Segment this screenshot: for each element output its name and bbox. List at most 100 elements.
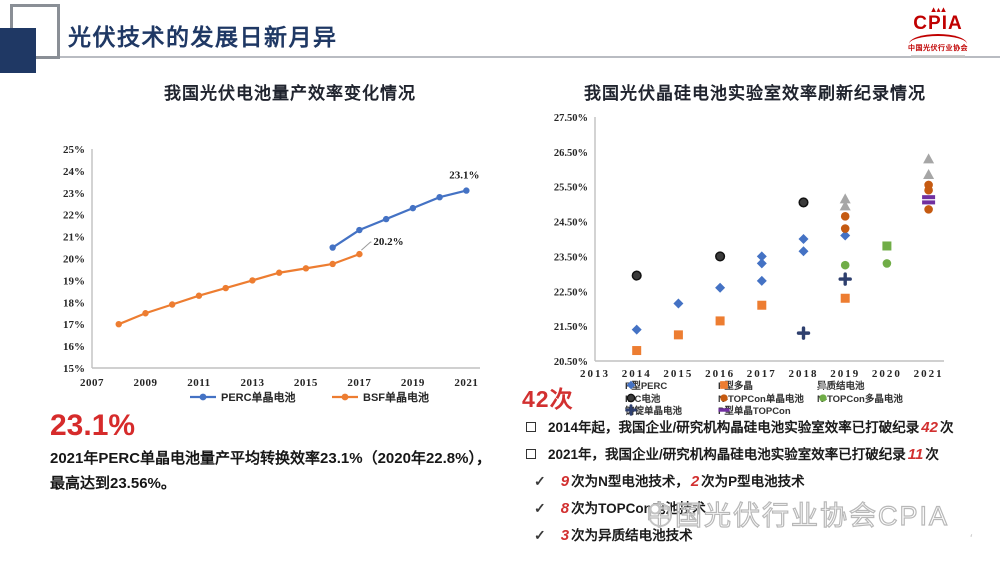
bullet-row: 2014年起，我国企业/研究机构晶硅电池实验室效率已打破纪录 42 次	[524, 418, 992, 437]
check-icon: ✓	[534, 473, 546, 489]
left-stat-highlight: 23.1%	[50, 409, 136, 442]
svg-text:20.2%: 20.2%	[373, 236, 403, 248]
page-title: 光伏技术的发展日新月异	[68, 24, 338, 50]
legend-item: IBC电池	[625, 392, 718, 405]
svg-text:15%: 15%	[63, 363, 85, 375]
bullet-text: 9 次为N型电池技术， 2 次为P型电池技术	[560, 473, 805, 490]
svg-text:2017: 2017	[747, 368, 777, 380]
svg-text:2021: 2021	[914, 368, 944, 380]
bullet-text: 3 次为异质结电池技术	[560, 527, 693, 544]
legend-item: P型PERC	[625, 379, 718, 392]
left-description-line2: 最高达到23.56%。	[50, 475, 176, 492]
svg-text:23%: 23%	[63, 188, 85, 200]
logo-english-line	[911, 55, 965, 58]
svg-text:2019: 2019	[401, 377, 425, 389]
record-count-highlight: 42次	[522, 386, 574, 412]
svg-text:25%: 25%	[63, 144, 85, 156]
svg-text:27.50%: 27.50%	[554, 113, 588, 124]
svg-text:24%: 24%	[63, 166, 85, 178]
logo-subtitle: 中国光伏行业协会	[908, 45, 968, 52]
right-chart-title: 我国光伏晶硅电池实验室效率刷新纪录情况	[584, 84, 926, 103]
legend-label: N-TOPCon单晶电池	[718, 393, 804, 405]
bullet-text: 2021年，我国企业/研究机构晶硅电池实验室效率已打破纪录 11 次	[548, 446, 939, 463]
svg-text:2020: 2020	[872, 368, 902, 380]
cpia-logo: ▲▴▲ CPIA 中国光伏行业协会	[896, 5, 980, 58]
svg-text:2015: 2015	[294, 377, 318, 389]
legend-item: N-TOPCon多晶电池	[817, 392, 985, 405]
svg-text:20%: 20%	[63, 254, 85, 266]
svg-text:23.50%: 23.50%	[554, 252, 588, 263]
logo-text: CPIA	[913, 13, 963, 34]
bullet-list: 2014年起，我国企业/研究机构晶硅电池实验室效率已打破纪录 42 次 2021年，我…	[524, 418, 992, 553]
bullet-row: ✓ 8 次为TOPCon电池技术	[524, 499, 992, 518]
svg-text:24.50%: 24.50%	[554, 218, 588, 229]
bullet-row: 2021年，我国企业/研究机构晶硅电池实验室效率已打破纪录 11 次	[524, 445, 992, 464]
svg-text:2009: 2009	[133, 377, 157, 389]
bullet-text: 8 次为TOPCon电池技术	[560, 500, 706, 517]
production-efficiency-line-chart: 25% 24% 23% 22% 21% 20% 19% 18% 17% 16% 15% 2007 200…	[63, 144, 480, 404]
svg-text:21%: 21%	[63, 232, 85, 244]
square-bullet-icon	[526, 422, 536, 432]
scatter-legend: P型PERC P型多晶 异质结电池 IBC电池 N-TOPCon单晶电池 N-TOPCon…	[625, 379, 985, 417]
legend-label: IBC电池	[625, 393, 661, 405]
lab-efficiency-scatter-chart: 27.50% 26.50% 25.50% 24.50% 23.50% 22.50% 21.5…	[554, 113, 944, 380]
dash-marker-icon	[718, 408, 730, 412]
svg-text:2007: 2007	[80, 377, 104, 389]
circle-marker-icon	[720, 394, 728, 402]
svg-text:17%: 17%	[63, 319, 85, 331]
check-icon: ✓	[534, 500, 546, 516]
legend-label: P型单晶TOPCon	[718, 406, 791, 418]
watermark-text: 中国光伏行业协会CPIA	[645, 500, 950, 531]
logo-arc	[909, 34, 967, 44]
legend-label: P型PERC	[625, 381, 668, 393]
svg-text:2016: 2016	[705, 368, 735, 380]
svg-text:PERC单晶电池: PERC单晶电池	[221, 390, 296, 404]
svg-text:2013: 2013	[240, 377, 264, 389]
legend-label: 铸锭单晶电池	[625, 406, 683, 418]
left-chart-title: 我国光伏电池量产效率变化情况	[164, 84, 416, 103]
svg-text:2014: 2014	[622, 368, 652, 380]
circle-marker-icon	[626, 393, 636, 403]
check-icon: ✓	[534, 527, 546, 543]
bullet-row: ✓ 3 次为异质结电池技术	[524, 526, 992, 545]
svg-text:23.1%: 23.1%	[449, 170, 479, 182]
diamond-marker-icon	[626, 380, 636, 390]
svg-text:2017: 2017	[347, 377, 371, 389]
circle-marker-icon	[819, 394, 827, 402]
legend-item: 铸锭单晶电池	[625, 404, 718, 417]
svg-text:2018: 2018	[789, 368, 819, 380]
cross-marker-icon	[625, 404, 637, 416]
svg-text:25.50%: 25.50%	[554, 183, 588, 194]
svg-text:2021: 2021	[454, 377, 478, 389]
triangle-marker-icon	[818, 380, 828, 390]
legend-item: P型单晶TOPCon	[718, 404, 817, 417]
left-description: 2021年PERC单晶电池量产平均转换效率23.1%（2020年22.8%）， …	[50, 446, 500, 496]
svg-text:2015: 2015	[663, 368, 693, 380]
header-divider	[0, 56, 1000, 58]
bullet-text: 2014年起，我国企业/研究机构晶硅电池实验室效率已打破纪录 42 次	[548, 419, 954, 436]
legend-label: P型多晶	[718, 381, 753, 393]
left-description-line1: 2021年PERC单晶电池量产平均转换效率23.1%（2020年22.8%），	[50, 450, 491, 467]
svg-text:19%: 19%	[63, 275, 85, 287]
square-marker-icon	[720, 381, 728, 390]
svg-text:2019: 2019	[830, 368, 860, 380]
decor-navy-square	[0, 28, 36, 73]
legend-label: N-TOPCon多晶电池	[817, 393, 903, 405]
bullet-row: ✓ 9 次为N型电池技术， 2 次为P型电池技术	[524, 472, 992, 491]
legend-item: N-TOPCon单晶电池	[718, 392, 817, 405]
svg-text:22%: 22%	[63, 210, 85, 222]
legend-item: P型多晶	[718, 379, 817, 392]
svg-text:22.50%: 22.50%	[554, 287, 588, 298]
svg-text:26.50%: 26.50%	[554, 148, 588, 159]
legend-item: 异质结电池	[817, 379, 985, 392]
square-bullet-icon	[526, 449, 536, 459]
svg-text:18%: 18%	[63, 297, 85, 309]
svg-text:BSF单晶电池: BSF单晶电池	[363, 390, 429, 404]
legend-label: 异质结电池	[817, 381, 865, 393]
logo-sunburst-icon: ▲▴▲	[929, 5, 948, 14]
watermark-logo-icon	[648, 502, 672, 527]
svg-text:2013: 2013	[580, 368, 610, 380]
svg-text:20.50%: 20.50%	[554, 357, 588, 368]
svg-text:16%: 16%	[63, 341, 85, 353]
watermark: 中国光伏行业协会CPIA	[645, 494, 950, 533]
